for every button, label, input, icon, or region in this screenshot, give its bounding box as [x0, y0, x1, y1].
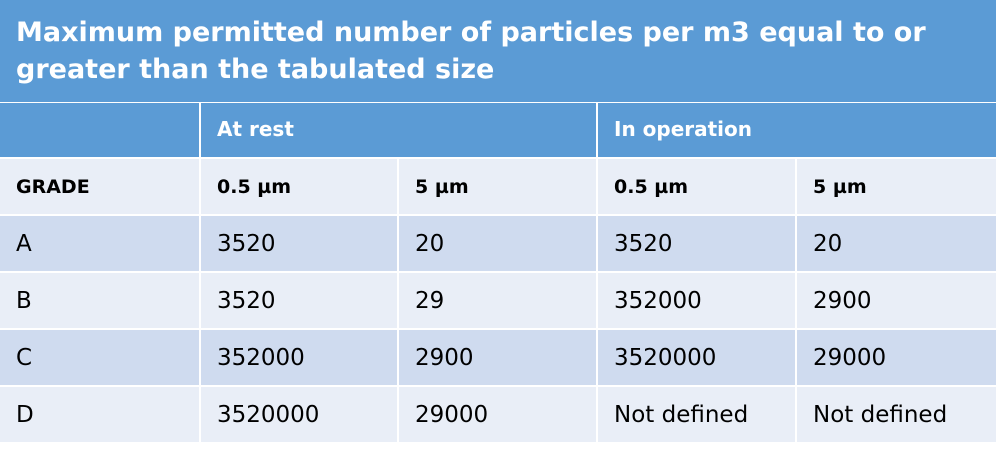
column-header: 5 µm: [399, 159, 596, 214]
column-header: 0.5 µm: [598, 159, 795, 214]
table-cell: 20: [797, 216, 996, 271]
table-cell: 2900: [797, 273, 996, 328]
table-cell: 352000: [201, 330, 397, 385]
column-header: GRADE: [0, 159, 199, 214]
table-cell: 29000: [399, 387, 596, 442]
table-title: Maximum permitted number of particles pe…: [0, 0, 996, 102]
table-cell: 3520: [201, 273, 397, 328]
table-cell: C: [0, 330, 199, 385]
header-cell: In operation: [598, 103, 996, 157]
table-cell: Not defined: [598, 387, 795, 442]
table-cell: 3520000: [598, 330, 795, 385]
table-cell: 29000: [797, 330, 996, 385]
table-cell: 2900: [399, 330, 596, 385]
header-cell: [0, 103, 199, 157]
table-cell: 352000: [598, 273, 795, 328]
table-cell: D: [0, 387, 199, 442]
table-cell: 3520: [201, 216, 397, 271]
table-cell: 29: [399, 273, 596, 328]
table-cell: 3520: [598, 216, 795, 271]
header-cell: At rest: [201, 103, 596, 157]
table-cell: 20: [399, 216, 596, 271]
table-cell: B: [0, 273, 199, 328]
table-cell: Not defined: [797, 387, 996, 442]
column-header: 0.5 µm: [201, 159, 397, 214]
table-cell: A: [0, 216, 199, 271]
column-header: 5 µm: [797, 159, 996, 214]
table-cell: 3520000: [201, 387, 397, 442]
